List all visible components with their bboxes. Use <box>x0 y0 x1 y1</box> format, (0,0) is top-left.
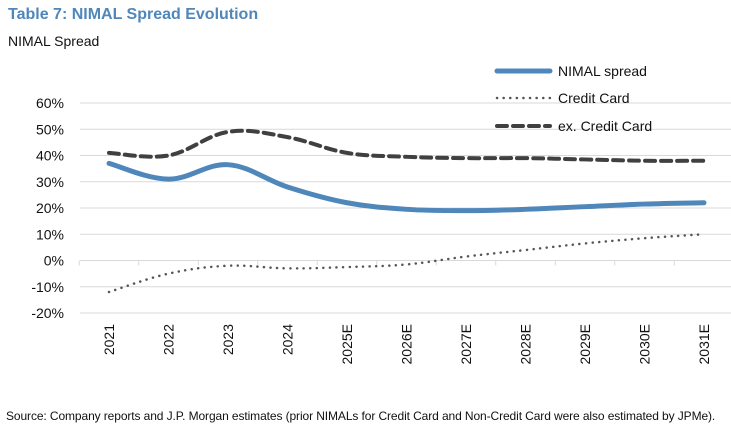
data-point <box>345 201 349 205</box>
legend: NIMAL spread Credit Card ex. Credit Card <box>494 63 652 134</box>
y-tick-label: 60% <box>36 95 64 111</box>
data-point <box>702 159 706 163</box>
data-point <box>226 163 230 167</box>
x-tick-label: 2029E <box>577 324 593 364</box>
data-point <box>464 255 468 259</box>
data-point <box>524 207 528 211</box>
x-axis: 2021 2022 2023 2024 2025E 2026E 2027E 2028E 2029… <box>78 260 731 364</box>
legend-label: ex. Credit Card <box>558 118 652 134</box>
data-point <box>107 290 111 294</box>
legend-label: Credit Card <box>558 90 630 106</box>
y-axis: -20% -10% 0% 10% 20% 30% 40% 50% 60% <box>31 95 64 321</box>
x-tick-label: 2024 <box>280 324 296 355</box>
data-point <box>583 157 587 161</box>
y-tick-label: 20% <box>36 200 64 216</box>
data-point <box>524 248 528 252</box>
series-lines <box>106 128 707 294</box>
data-point <box>286 185 290 189</box>
data-point <box>583 205 587 209</box>
y-tick-label: -10% <box>31 279 64 295</box>
data-point <box>405 207 409 211</box>
y-tick-label: 10% <box>36 226 64 242</box>
series-line-ex-credit-card <box>107 128 706 163</box>
x-tick-label: 2026E <box>399 324 415 364</box>
x-tick-label: 2025E <box>339 324 355 364</box>
x-tick-label: 2028E <box>518 324 534 364</box>
data-point <box>345 151 349 155</box>
y-tick-label: -20% <box>31 305 64 321</box>
series-line-nimal-spread <box>106 160 707 214</box>
data-point <box>345 265 349 269</box>
data-point <box>405 262 409 266</box>
data-point <box>464 209 468 213</box>
data-point <box>524 156 528 160</box>
y-tick-label: 50% <box>36 121 64 137</box>
data-point <box>702 232 706 236</box>
x-tick-label: 2023 <box>220 324 236 355</box>
data-point <box>107 161 111 165</box>
data-point <box>167 154 171 158</box>
x-tick-label: 2021 <box>101 324 117 355</box>
data-point <box>226 264 230 268</box>
data-point <box>167 272 171 276</box>
x-tick-label: 2027E <box>458 324 474 364</box>
data-point <box>643 236 647 240</box>
data-point <box>405 155 409 159</box>
data-point <box>643 159 647 163</box>
data-point <box>286 266 290 270</box>
data-point <box>107 151 111 155</box>
series-line-credit-card <box>107 233 706 294</box>
source-note: Source: Company reports and J.P. Morgan … <box>6 409 716 423</box>
chart-title: Table 7: NIMAL Spread Evolution <box>8 6 259 23</box>
y-tick-label: 40% <box>36 148 64 164</box>
data-point <box>583 241 587 245</box>
x-tick-label: 2031E <box>696 324 712 364</box>
x-tick-label: 2022 <box>161 324 177 355</box>
y-tick-label: 0% <box>44 253 64 269</box>
data-point <box>167 177 171 181</box>
data-point <box>464 156 468 160</box>
legend-label: NIMAL spread <box>558 63 647 79</box>
chart-subtitle: NIMAL Spread <box>8 33 100 49</box>
data-point <box>286 135 290 139</box>
data-point <box>226 130 230 134</box>
x-tick-label: 2030E <box>637 324 653 364</box>
y-tick-label: 30% <box>36 174 64 190</box>
data-point <box>702 201 706 205</box>
data-point <box>643 202 647 206</box>
